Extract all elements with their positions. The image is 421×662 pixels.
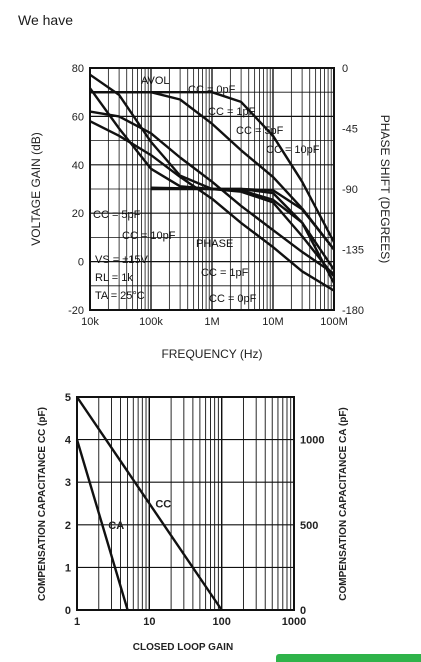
x-tick-label: 100k: [139, 316, 163, 328]
x-tick-label: 10k: [81, 316, 99, 328]
y-tick-label: 1: [65, 562, 71, 574]
y2-tick-label: -135: [342, 245, 364, 257]
y-tick-label: 2: [65, 520, 71, 532]
plot-frame: [89, 67, 335, 311]
annotation-phase-cc10: CC = 10pF: [122, 230, 176, 242]
annotation-avol-cc5: CC = 5pF: [236, 125, 284, 137]
y-tick-label: 80: [72, 63, 84, 75]
y2-tick-label: -180: [342, 305, 364, 317]
condition-ta: TA = 25°C: [95, 290, 145, 302]
y2-axis-label: COMPENSATION CAPACITANCE CA (pF): [338, 407, 349, 601]
annotation-phase-cc5: CC = 5pF: [93, 209, 141, 221]
annotation-avol-cc0: CC = 0pF: [188, 84, 236, 96]
curve-cc: [76, 396, 223, 611]
y2-tick-label: -90: [342, 184, 358, 196]
x-axis-label: FREQUENCY (Hz): [161, 347, 262, 361]
curve-ca: [75, 439, 129, 611]
annotation-phase: PHASE: [196, 238, 233, 250]
annotation-avol-cc10: CC = 10pF: [266, 144, 320, 156]
annotation-avol-cc1: CC = 1pF: [208, 106, 256, 118]
x-tick-label: 1M: [204, 316, 219, 328]
y-tick-label: 60: [72, 111, 84, 123]
annotation-phase-cc1: CC = 1pF: [201, 267, 249, 279]
condition-vs: VS = ±15V: [95, 254, 148, 266]
phase-curve-cc0pf: [151, 187, 336, 284]
y2-axis-label: PHASE SHIFT (DEGREES): [378, 115, 392, 263]
x-tick-label: 1000: [282, 616, 306, 628]
x-tick-label: 10M: [262, 316, 283, 328]
y2-tick-label: 500: [300, 520, 318, 532]
gain-phase-chart: 10k 100k 1M 10M 100M 80 60 40 20 0 -20 0 -45 -90 -135 -…: [29, 63, 392, 361]
y-tick-label: 40: [72, 160, 84, 172]
floating-action-bar[interactable]: [276, 654, 421, 662]
x-tick-label: 1: [74, 616, 80, 628]
gain-curve-cc5pf: [89, 110, 335, 275]
y-tick-label: -20: [68, 305, 84, 317]
gain-curve-cc1pf: [90, 91, 335, 251]
x-tick-label: 100: [212, 616, 230, 628]
series-label-cc: CC: [155, 499, 171, 511]
condition-rl: RL = 1k: [95, 272, 133, 284]
x-tick-label: 10: [143, 616, 155, 628]
y2-tick-label: 1000: [300, 435, 324, 447]
plot-frame: [76, 396, 295, 611]
y2-tick-label: 0: [342, 63, 348, 75]
annotation-phase-cc0: CC = 0pF: [209, 293, 257, 305]
x-tick-label: 100M: [320, 316, 348, 328]
y-tick-label: 0: [78, 257, 84, 269]
y2-tick-label: -45: [342, 124, 358, 136]
y-tick-label: 20: [72, 208, 84, 220]
series-label-ca: CA: [108, 520, 124, 532]
y-axis-label: COMPENSATION CAPACITANCE CC (pF): [37, 407, 48, 601]
y-tick-label: 5: [65, 392, 71, 404]
intro-text: We have: [18, 12, 73, 28]
y-axis-label: VOLTAGE GAIN (dB): [29, 132, 43, 246]
y-tick-label: 4: [65, 435, 72, 447]
x-axis-label: CLOSED LOOP GAIN: [133, 642, 233, 653]
y-tick-label: 0: [65, 605, 71, 617]
annotation-avol: AVOL: [141, 75, 170, 87]
y-tick-label: 3: [65, 477, 71, 489]
y2-tick-label: 0: [300, 605, 306, 617]
